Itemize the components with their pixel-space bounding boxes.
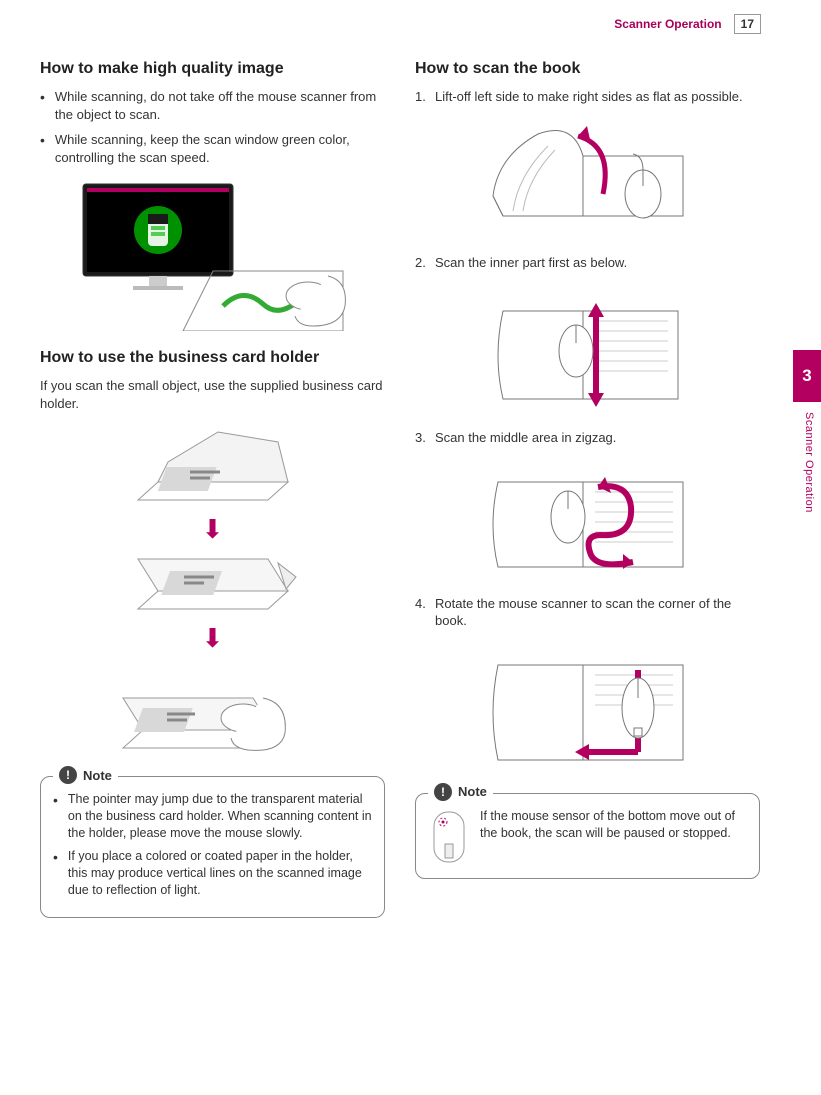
list-item: 3.Scan the middle area in zigzag.	[415, 429, 760, 447]
heading-scan-book: How to scan the book	[415, 60, 760, 78]
illustration-monitor-scan	[40, 176, 385, 331]
book-steps: 2.Scan the inner part first as below.	[415, 254, 760, 272]
quality-list: While scanning, do not take off the mous…	[40, 88, 385, 166]
illustration-book-inner	[415, 281, 760, 411]
note-list: The pointer may jump due to the transpar…	[53, 791, 372, 898]
heading-card-holder: How to use the business card holder	[40, 349, 385, 367]
note-label: ! Note	[428, 783, 493, 801]
page-number: 17	[734, 14, 761, 34]
down-arrow-icon: ⬇	[202, 514, 224, 545]
down-arrow-icon: ⬇	[202, 623, 224, 654]
note-icon: !	[434, 783, 452, 801]
list-item: While scanning, keep the scan window gre…	[40, 131, 385, 166]
note-icon: !	[59, 766, 77, 784]
illustration-book-corner	[415, 640, 760, 775]
book-steps: 1.Lift-off left side to make right sides…	[415, 88, 760, 106]
note-box-book: ! Note If the mouse sensor of the bottom…	[415, 793, 760, 879]
list-item: 1.Lift-off left side to make right sides…	[415, 88, 760, 106]
chapter-number: 3	[802, 366, 811, 386]
illustration-book-zigzag	[415, 457, 760, 577]
note-text: Note	[83, 767, 112, 785]
note-text: Note	[458, 783, 487, 801]
book-steps: 4.Rotate the mouse scanner to scan the c…	[415, 595, 760, 630]
list-item: The pointer may jump due to the transpar…	[53, 791, 372, 842]
note-box-card: ! Note The pointer may jump due to the t…	[40, 776, 385, 917]
card-holder-intro: If you scan the small object, use the su…	[40, 377, 385, 412]
note-body: If the mouse sensor of the bottom move o…	[480, 808, 747, 842]
list-item: If you place a colored or coated paper i…	[53, 848, 372, 899]
right-column: How to scan the book 1.Lift-off left sid…	[415, 60, 760, 918]
page-header: Scanner Operation 17	[614, 14, 761, 34]
book-steps: 3.Scan the middle area in zigzag.	[415, 429, 760, 447]
note-content: If the mouse sensor of the bottom move o…	[428, 808, 747, 866]
list-item: 4.Rotate the mouse scanner to scan the c…	[415, 595, 760, 630]
list-item: While scanning, do not take off the mous…	[40, 88, 385, 123]
illustration-book-lift	[415, 116, 760, 236]
page-content: How to make high quality image While sca…	[40, 60, 760, 918]
list-item: 2.Scan the inner part first as below.	[415, 254, 760, 272]
heading-high-quality: How to make high quality image	[40, 60, 385, 78]
header-section-title: Scanner Operation	[614, 17, 721, 31]
mouse-bottom-icon	[428, 808, 470, 866]
chapter-tab: 3	[793, 350, 821, 402]
left-column: How to make high quality image While sca…	[40, 60, 385, 918]
illustration-card-holder: ⬇ ⬇	[40, 422, 385, 758]
note-label: ! Note	[53, 766, 118, 784]
chapter-label: Scanner Operation	[803, 412, 815, 513]
